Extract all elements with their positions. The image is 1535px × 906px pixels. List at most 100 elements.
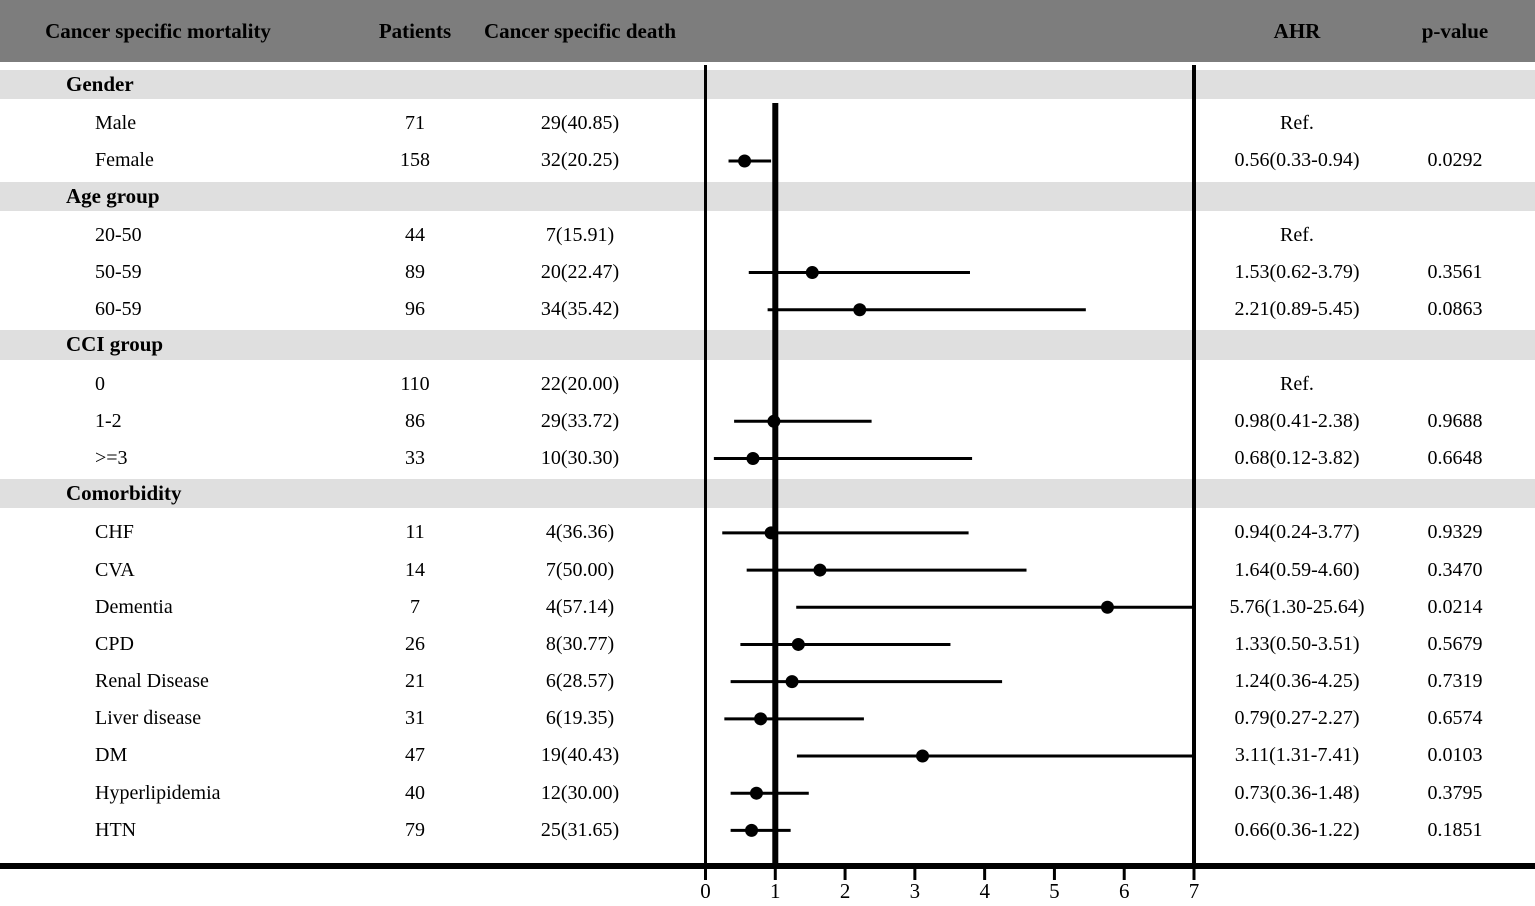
patients-cell: 86 — [405, 409, 425, 432]
p-value-cell: 0.3561 — [1427, 261, 1483, 284]
ahr-cell: 5.76(1.30-25.64) — [1229, 595, 1365, 618]
death-cell: 7(15.91) — [545, 223, 615, 246]
row-label: CVA — [95, 558, 135, 581]
row-label: CHF — [95, 521, 134, 544]
death-cell: 20(22.47) — [540, 261, 620, 284]
table-body: Gender Male 71 29(40.85) Ref. Female 158… — [0, 68, 1535, 849]
ahr-cell: 0.94(0.24-3.77) — [1234, 521, 1360, 544]
patients-cell: 44 — [405, 223, 425, 246]
table-row-cci-0: 0 110 22(20.00) Ref. — [0, 366, 1535, 403]
table-row-female: Female 158 32(20.25) 0.56(0.33-0.94) 0.0… — [0, 142, 1535, 179]
table-row-renal-disease: Renal Disease 21 6(28.57) 1.24(0.36-4.25… — [0, 663, 1535, 700]
header-cancer-specific-death: Cancer specific death — [483, 19, 677, 43]
group-row-age-group: Age group — [0, 179, 1535, 217]
ahr-cell: 1.33(0.50-3.51) — [1234, 632, 1360, 655]
patients-cell: 47 — [405, 744, 425, 767]
row-label: 1-2 — [95, 409, 122, 432]
ahr-cell: 1.64(0.59-4.60) — [1234, 558, 1360, 581]
table-row-dm: DM 47 19(40.43) 3.11(1.31-7.41) 0.0103 — [0, 737, 1535, 774]
x-tick-label-4: 4 — [979, 879, 990, 903]
row-label: 20-50 — [95, 223, 142, 246]
row-label: 60-59 — [95, 298, 142, 321]
row-label: Dementia — [95, 595, 173, 618]
ahr-cell: Ref. — [1280, 223, 1314, 246]
table-row-cpd: CPD 26 8(30.77) 1.33(0.50-3.51) 0.5679 — [0, 626, 1535, 663]
row-label: 0 — [95, 372, 105, 395]
p-value-cell: 0.3795 — [1427, 781, 1483, 804]
x-tick-label-3: 3 — [909, 879, 921, 903]
row-label: CPD — [95, 632, 134, 655]
patients-cell: 79 — [405, 818, 425, 841]
patients-cell: 89 — [405, 261, 425, 284]
group-label: Gender — [66, 72, 134, 97]
death-cell: 4(57.14) — [545, 595, 615, 618]
header-cancer-specific-mortality: Cancer specific mortality — [45, 19, 271, 43]
p-value-cell: 0.7319 — [1427, 670, 1483, 693]
patients-cell: 21 — [405, 670, 425, 693]
ahr-cell: 3.11(1.31-7.41) — [1234, 744, 1360, 767]
patients-cell: 40 — [405, 781, 425, 804]
ahr-cell: 0.73(0.36-1.48) — [1234, 781, 1360, 804]
table-row-male: Male 71 29(40.85) Ref. — [0, 105, 1535, 142]
death-cell: 4(36.36) — [545, 521, 615, 544]
patients-cell: 7 — [410, 595, 420, 618]
row-label: >=3 — [95, 446, 128, 469]
death-cell: 25(31.65) — [540, 818, 620, 841]
table-row-cci-ge3: >=3 33 10(30.30) 0.68(0.12-3.82) 0.6648 — [0, 440, 1535, 477]
p-value-cell: 0.9329 — [1427, 521, 1483, 544]
patients-cell: 158 — [400, 149, 430, 172]
patients-cell: 110 — [400, 372, 430, 395]
header-p-value: p-value — [1421, 19, 1489, 43]
table-row-chf: CHF 11 4(36.36) 0.94(0.24-3.77) 0.9329 — [0, 514, 1535, 551]
x-tick-label-7: 7 — [1188, 879, 1200, 903]
p-value-cell: 0.0292 — [1427, 149, 1483, 172]
table-row-20-50: 20-50 44 7(15.91) Ref. — [0, 217, 1535, 254]
p-value-cell — [1390, 105, 1520, 142]
p-value-cell: 0.9688 — [1427, 409, 1483, 432]
x-axis-ticks — [704, 866, 1196, 880]
ahr-cell: Ref. — [1280, 372, 1314, 395]
death-cell: 6(28.57) — [545, 670, 615, 693]
table-row-50-59: 50-59 89 20(22.47) 1.53(0.62-3.79) 0.356… — [0, 254, 1535, 291]
death-cell: 29(33.72) — [540, 409, 620, 432]
table-row-dementia: Dementia 7 4(57.14) 5.76(1.30-25.64) 0.0… — [0, 589, 1535, 626]
patients-cell: 31 — [405, 707, 425, 730]
row-label: Male — [95, 112, 137, 135]
ahr-cell: Ref. — [1280, 112, 1314, 135]
table-row-cci-1-2: 1-2 86 29(33.72) 0.98(0.41-2.38) 0.9688 — [0, 403, 1535, 440]
death-cell: 8(30.77) — [545, 632, 615, 655]
group-label: Age group — [66, 183, 160, 208]
p-value-cell: 0.0214 — [1427, 595, 1483, 618]
group-row-gender: Gender — [0, 68, 1535, 106]
ahr-cell: 0.66(0.36-1.22) — [1234, 818, 1360, 841]
x-tick-label-2: 2 — [839, 879, 851, 903]
row-label: Female — [95, 149, 154, 172]
x-tick-label-0: 0 — [700, 879, 711, 903]
death-cell: 34(35.42) — [540, 298, 620, 321]
patients-cell: 11 — [405, 521, 425, 544]
death-cell: 29(40.85) — [540, 112, 620, 135]
group-row-cci-group: CCI group — [0, 328, 1535, 366]
row-label: 50-59 — [95, 261, 142, 284]
x-tick-label-1: 1 — [770, 879, 781, 903]
p-value-cell: 0.6648 — [1427, 446, 1483, 469]
header-patients: Patients — [378, 19, 452, 43]
ahr-cell: 1.24(0.36-4.25) — [1234, 670, 1360, 693]
patients-cell: 26 — [405, 632, 425, 655]
table-row-cva: CVA 14 7(50.00) 1.64(0.59-4.60) 0.3470 — [0, 551, 1535, 588]
p-value-cell: 0.1851 — [1427, 818, 1483, 841]
death-cell: 6(19.35) — [545, 707, 615, 730]
ahr-cell: 0.79(0.27-2.27) — [1234, 707, 1360, 730]
x-tick-label-6: 6 — [1118, 879, 1130, 903]
row-label: Liver disease — [95, 707, 202, 730]
ahr-cell: 0.68(0.12-3.82) — [1234, 446, 1360, 469]
group-label: CCI group — [66, 332, 164, 357]
table-row-60-59: 60-59 96 34(35.42) 2.21(0.89-5.45) 0.086… — [0, 291, 1535, 328]
p-value-cell: 0.6574 — [1427, 707, 1483, 730]
death-cell: 7(50.00) — [545, 558, 615, 581]
row-label: Hyperlipidemia — [95, 781, 221, 804]
table-row-htn: HTN 79 25(31.65) 0.66(0.36-1.22) 0.1851 — [0, 812, 1535, 849]
patients-cell: 96 — [405, 298, 425, 321]
ahr-cell: 0.98(0.41-2.38) — [1234, 409, 1360, 432]
p-value-cell: 0.5679 — [1427, 632, 1483, 655]
